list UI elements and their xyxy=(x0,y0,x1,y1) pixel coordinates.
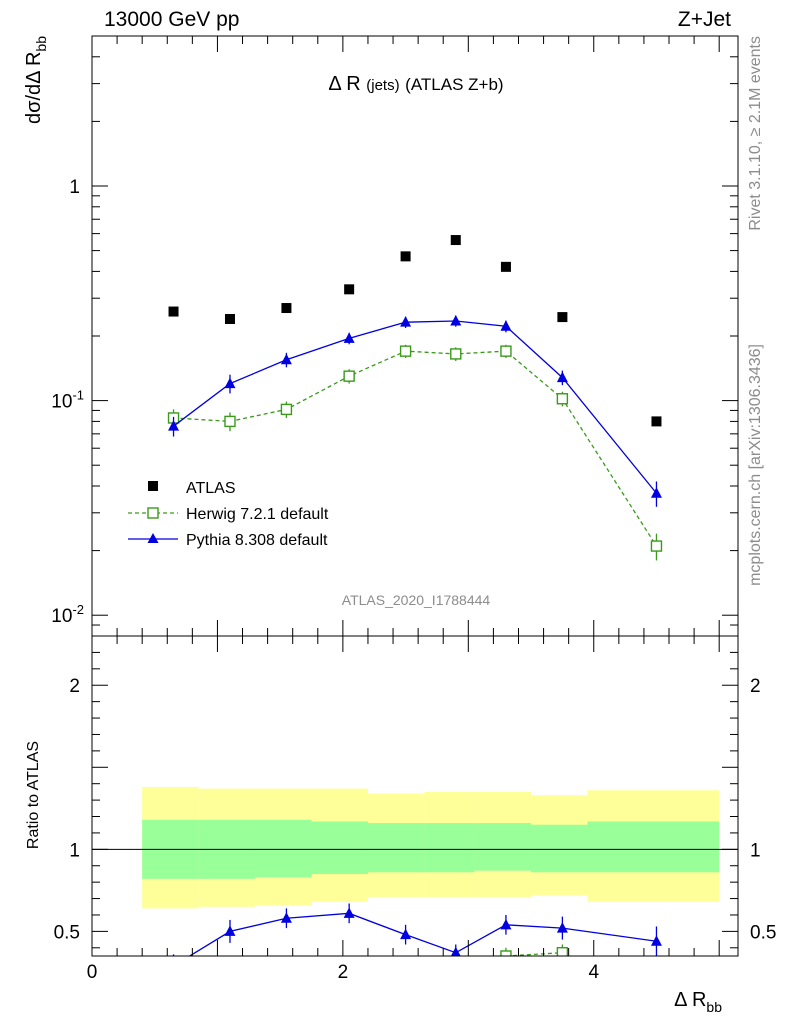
legend-entry-atlas: ATLAS xyxy=(148,480,236,497)
main-herwig-point-7 xyxy=(556,393,569,405)
x-axis-label-sub: bb xyxy=(706,999,722,1015)
main-atlas-point-8 xyxy=(651,416,662,427)
ratio-pythia-point-7 xyxy=(556,922,568,933)
ratio-ytick-label-left-2: 2 xyxy=(69,676,80,697)
ratio-pythia-point-3 xyxy=(343,907,355,918)
y-main-label-sub: bb xyxy=(33,36,49,52)
main-herwig-point-6 xyxy=(500,345,512,357)
axis-ticks: 10-210-110.5 0.51 12 20 2 4 xyxy=(51,35,776,983)
legend: ATLAS Herwig 7.2.1 default Pythia 8.308 … xyxy=(128,480,329,549)
energy-label: 13000 GeV pp xyxy=(104,8,239,31)
ratio-band-inner-5 xyxy=(424,823,475,873)
main-pythia-point-0 xyxy=(168,420,180,431)
ratio-pythia-point-0 xyxy=(168,960,179,971)
plot-title-main: Δ R xyxy=(328,73,360,95)
main-ytick-exp-1: -1 xyxy=(72,388,84,403)
legend-entry-herwig: Herwig 7.2.1 default xyxy=(128,506,329,523)
x-tick-label-1: 2 xyxy=(338,962,349,983)
y-main-label-base: dσ/dΔ R xyxy=(23,52,45,124)
main-herwig-point-5 xyxy=(450,348,462,360)
main-atlas-point-4 xyxy=(400,251,411,262)
analysis-watermark: ATLAS_2020_I1788444 xyxy=(342,592,491,608)
main-ytick-base-1: 10 xyxy=(51,392,72,413)
y-main-label: dσ/dΔ Rbb xyxy=(23,36,49,124)
plot-title-tail: (ATLAS Z+b) xyxy=(405,75,503,94)
ratio-band-inner-6 xyxy=(474,823,532,871)
ratio-band-inner-2 xyxy=(255,819,312,878)
main-herwig-point-3 xyxy=(343,370,355,382)
ratio-pythia-point-4 xyxy=(400,928,412,940)
ratio-uncertainty-bands xyxy=(142,786,720,909)
ratio-plot-frame xyxy=(91,635,739,957)
ratio-ytick-label-right-0: 0.5 xyxy=(750,922,776,943)
main-herwig-point-8 xyxy=(650,540,663,552)
x-tick-label-0: 0 xyxy=(87,962,98,983)
main-ytick-base-0: 10 xyxy=(51,606,72,627)
main-ytick-exp-0: -2 xyxy=(72,602,84,617)
plot-title-sub: (jets) xyxy=(366,77,399,94)
plot-title: Δ R (jets) (ATLAS Z+b) xyxy=(328,73,503,95)
main-ytick-label-1: 10-1 xyxy=(51,388,84,413)
main-pythia-point-7 xyxy=(556,371,568,383)
ratio-pythia-point-2 xyxy=(280,912,292,923)
legend-pythia-marker xyxy=(147,533,159,543)
main-atlas-point-7 xyxy=(557,312,568,323)
ratio-pythia-point-8 xyxy=(650,935,662,946)
main-herwig-point-2 xyxy=(280,403,293,416)
main-atlas-point-1 xyxy=(224,314,235,325)
ratio-herwig-point-1 xyxy=(556,947,569,956)
ratio-band-inner-3 xyxy=(311,821,368,874)
y-ratio-label: Ratio to ATLAS xyxy=(25,741,42,849)
ratio-ytick-label-right-1: 1 xyxy=(750,840,761,861)
process-label: Z+Jet xyxy=(678,8,731,31)
legend-entry-pythia: Pythia 8.308 default xyxy=(128,532,328,549)
legend-pythia-label: Pythia 8.308 default xyxy=(186,532,328,549)
legend-atlas-marker xyxy=(148,481,158,491)
main-pythia-point-2 xyxy=(280,353,292,365)
ratio-herwig-point-0 xyxy=(500,950,512,956)
ratio-pythia-point-1 xyxy=(224,925,236,936)
main-ytick-label-2: 1 xyxy=(69,177,80,198)
main-herwig-point-4 xyxy=(399,345,412,357)
ratio-band-inner-8 xyxy=(587,821,720,873)
main-series-layer xyxy=(167,235,663,561)
main-atlas-point-0 xyxy=(168,306,179,317)
x-tick-label-2: 4 xyxy=(588,962,599,983)
ratio-pythia-point-5 xyxy=(450,946,461,956)
legend-herwig-label: Herwig 7.2.1 default xyxy=(186,506,329,523)
ratio-band-inner-7 xyxy=(531,824,588,873)
main-atlas-point-3 xyxy=(344,284,355,295)
legend-atlas-label: ATLAS xyxy=(186,480,236,497)
ratio-band-inner-4 xyxy=(367,823,425,873)
main-pythia-point-8 xyxy=(650,487,662,498)
main-pythia-point-5 xyxy=(450,314,462,326)
x-axis-label: Δ Rbb xyxy=(674,989,722,1015)
main-ytick-label-0: 10-2 xyxy=(51,602,84,627)
ratio-series-layer xyxy=(168,903,662,971)
ratio-ytick-label-left-1: 1 xyxy=(69,840,80,861)
ratio-pythia-point-6 xyxy=(500,918,512,930)
legend-herwig-marker xyxy=(147,507,159,519)
main-pythia-point-6 xyxy=(500,320,512,331)
ratio-herwig-line xyxy=(505,952,563,956)
main-pythia-point-4 xyxy=(400,316,412,327)
main-atlas-point-5 xyxy=(450,235,461,246)
rivet-label: Rivet 3.1.10, ≥ 2.1M events xyxy=(747,36,764,231)
main-pythia-line xyxy=(173,320,657,494)
ratio-ytick-label-left-0: 0.5 xyxy=(54,922,80,943)
mcplots-label: mcplots.cern.ch [arXiv:1306.3436] xyxy=(747,344,764,586)
main-atlas-point-2 xyxy=(281,303,292,314)
ratio-ytick-label-right-2: 2 xyxy=(750,676,761,697)
main-pythia-point-1 xyxy=(224,377,236,389)
main-atlas-point-6 xyxy=(500,261,511,272)
ratio-pythia-line xyxy=(188,912,657,956)
main-herwig-point-1 xyxy=(224,415,236,428)
x-axis-label-base: Δ R xyxy=(674,989,706,1011)
main-pythia-point-3 xyxy=(343,332,355,343)
